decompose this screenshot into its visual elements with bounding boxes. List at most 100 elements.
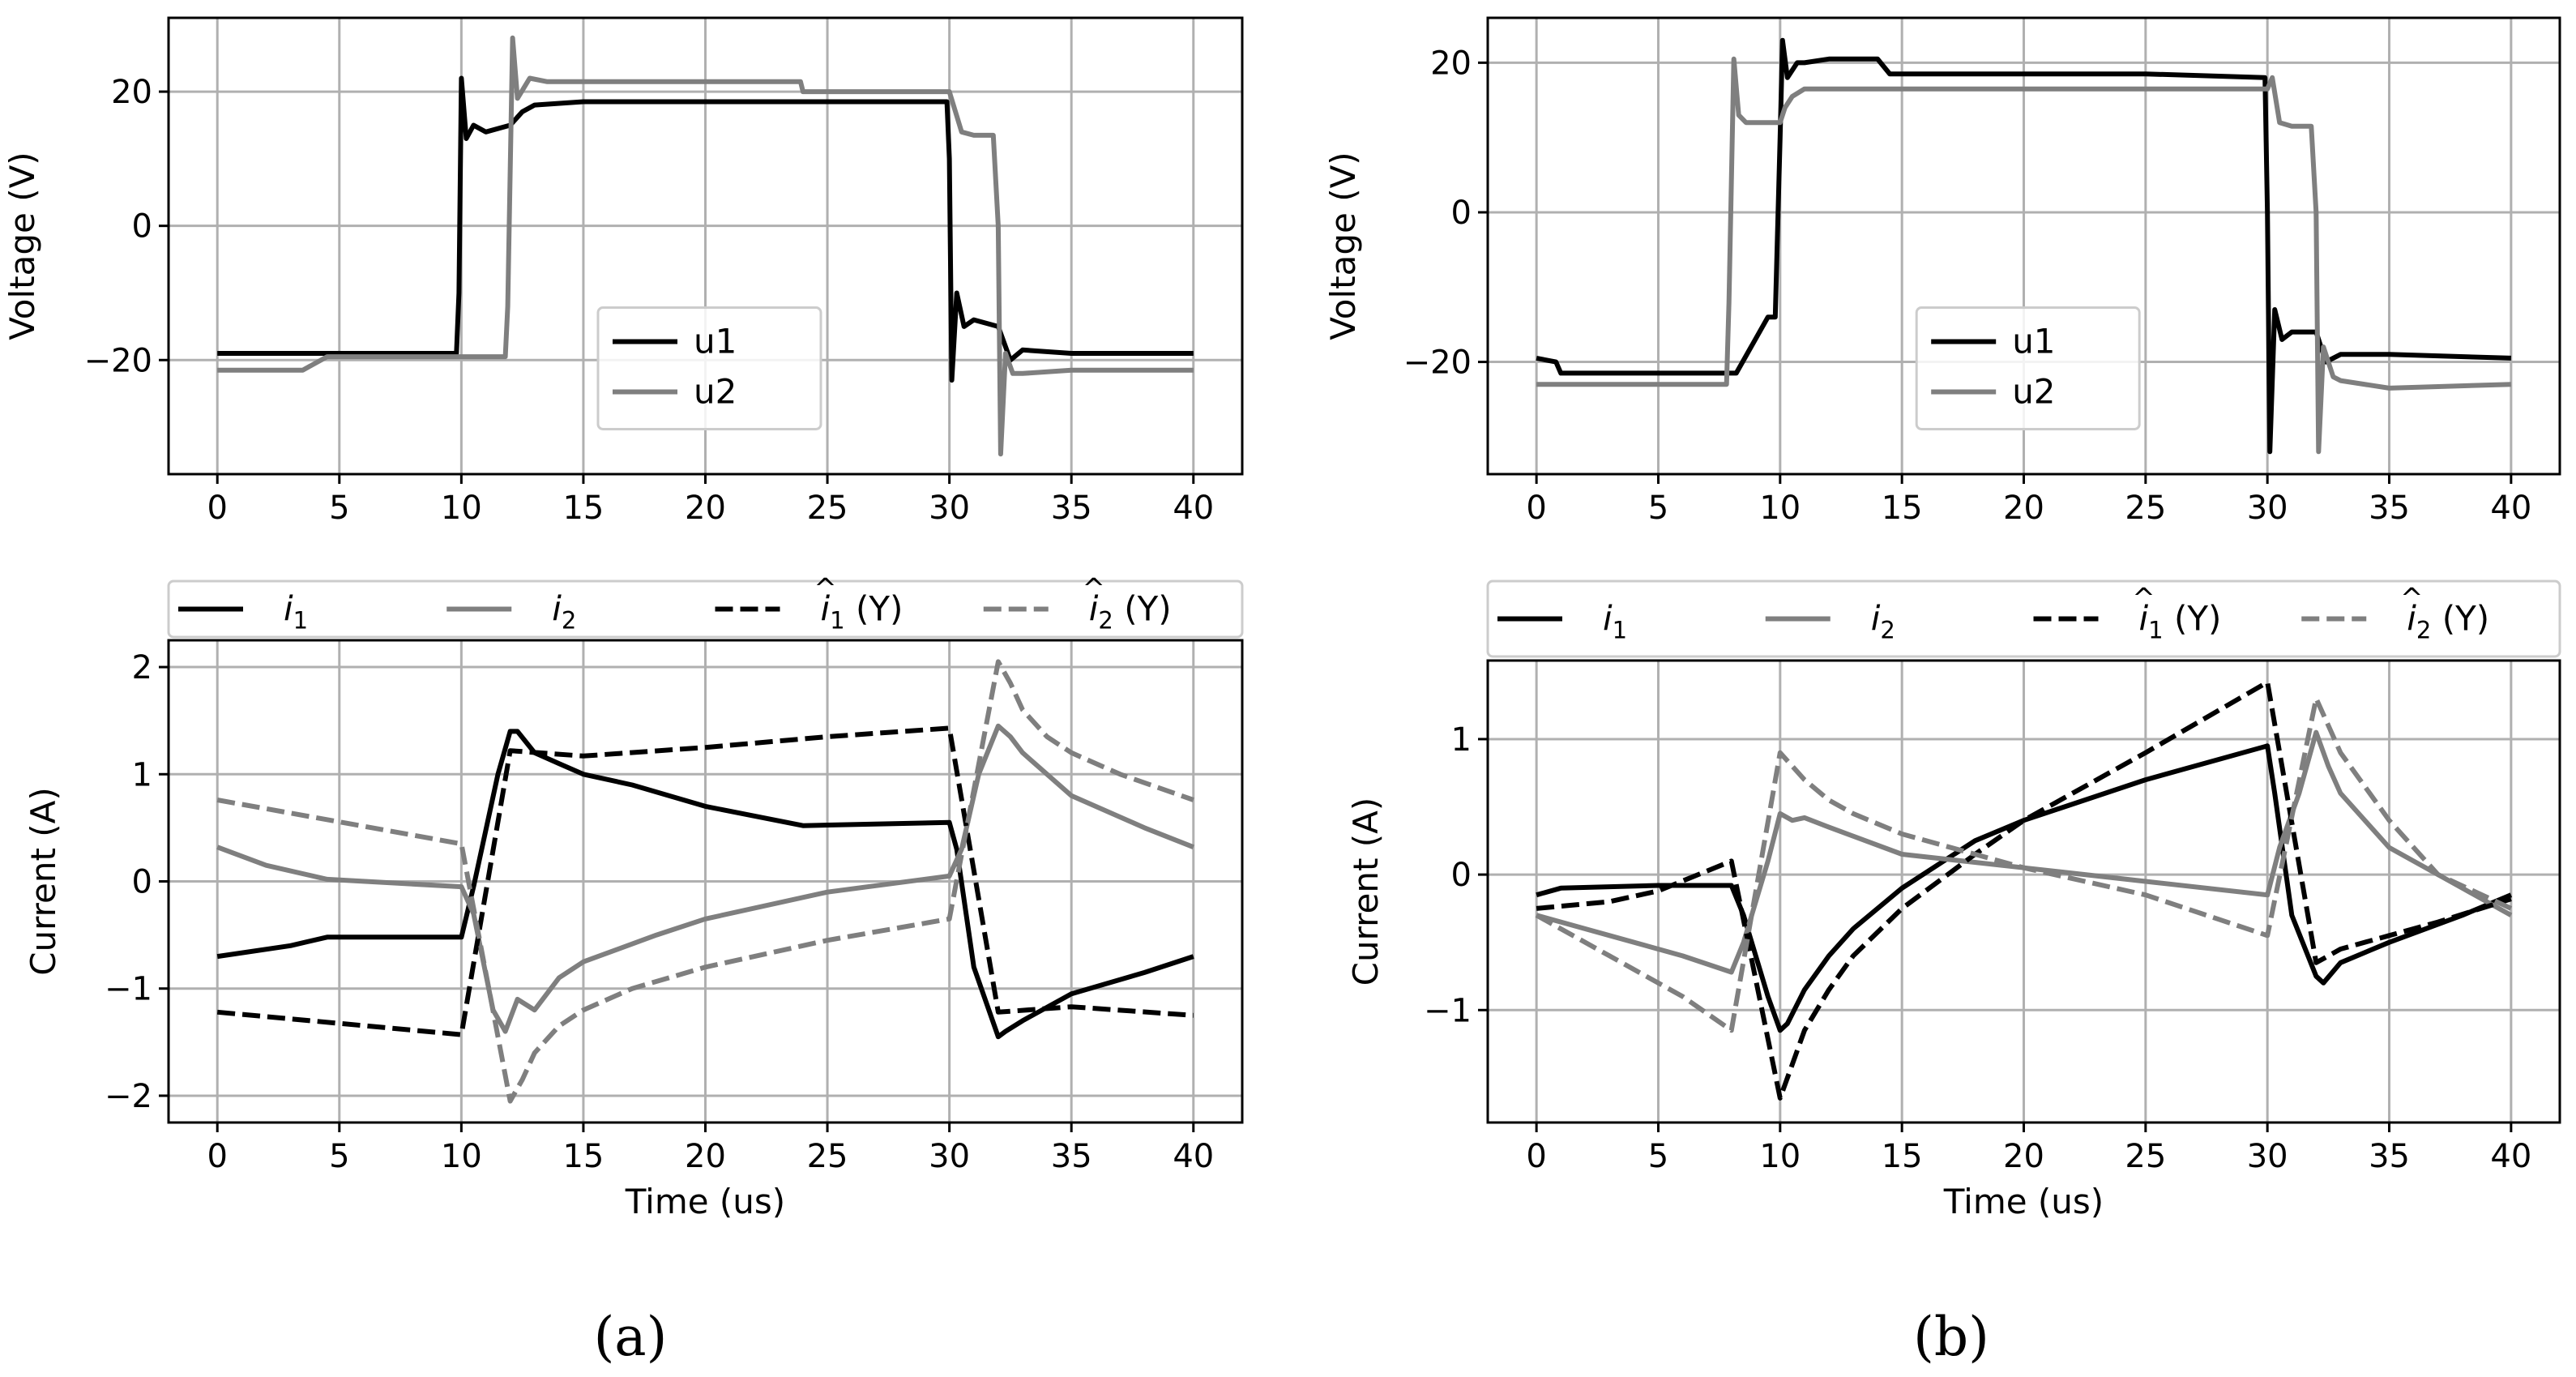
xtick-label-30: 30: [929, 490, 970, 527]
series-a_voltage-u2: [217, 35, 1194, 457]
legend-box: [1915, 306, 2141, 431]
panel-label-a: (a): [594, 1306, 668, 1368]
x-axis-label: Time (us): [1943, 1182, 2104, 1221]
legend-base: i: [552, 589, 562, 629]
legend-sub: 2: [2416, 617, 2431, 644]
legend-label-u2: u2: [694, 372, 737, 412]
legend-hat-i1_hat: ^: [2132, 583, 2155, 615]
series-a_current-i2: [216, 723, 1194, 1034]
xtick-label-25: 25: [2125, 1138, 2166, 1175]
xtick-label-10: 10: [1759, 490, 1801, 527]
legend-hat-i2_hat: ^: [1083, 573, 1106, 605]
y-axis-label: Current (A): [23, 787, 63, 976]
ytick-label-1: 1: [1451, 721, 1472, 759]
legend-sub: 1: [1613, 617, 1627, 644]
xtick-label-5: 5: [1648, 490, 1668, 527]
xtick-label-20: 20: [2003, 1138, 2044, 1175]
legend-suffix: (Y): [845, 589, 904, 629]
xtick-label-15: 15: [562, 490, 604, 527]
legend-label-i1_hat: i1 (Y): [821, 589, 904, 635]
xtick-label-20: 20: [685, 1138, 726, 1175]
chart-a-voltage: 0 5 10 15 20 25 30 35 40 −20 0 20 Voltage (V) u1 u2: [2, 16, 1244, 527]
legend-sub: 1: [2148, 617, 2163, 644]
xtick-label-30: 30: [929, 1138, 970, 1175]
y-axis-label: Voltage (V): [1323, 152, 1363, 340]
chart-a-current: 0 5 10 15 20 25 30 35 40 −2 −1 0 1 2 Time (us) Current …: [23, 573, 1244, 1221]
xtick-label-10: 10: [441, 490, 482, 527]
ytick-label-20: 20: [111, 74, 152, 111]
xtick-label-5: 5: [329, 490, 349, 527]
xtick-label-0: 0: [1526, 1138, 1546, 1175]
xtick-label-0: 0: [207, 1138, 228, 1175]
xtick-label-10: 10: [441, 1138, 482, 1175]
legend-suffix: (Y): [2164, 599, 2222, 639]
xtick-label-20: 20: [2003, 490, 2044, 527]
legend-box: [167, 579, 1244, 639]
xtick-label-25: 25: [2125, 490, 2166, 527]
legend-label-i1: i1: [1603, 599, 1627, 644]
legend-label-i1: i1: [284, 589, 308, 635]
xtick-label-35: 35: [1051, 1138, 1092, 1175]
xtick-label-30: 30: [2247, 490, 2288, 527]
xtick-label-40: 40: [1173, 490, 1214, 527]
legend-sub: 1: [293, 607, 308, 635]
xtick-label-25: 25: [807, 490, 848, 527]
ytick-label-0: 0: [1451, 857, 1472, 894]
legend-label-i1_hat: i1 (Y): [2139, 599, 2222, 644]
legend-label-u1: u1: [2012, 322, 2055, 361]
ytick-label-0: 0: [132, 208, 152, 246]
y-axis-label: Current (A): [1346, 798, 1386, 986]
legend-base: i: [2139, 599, 2149, 639]
legend-sub: 2: [562, 607, 576, 635]
xtick-label-15: 15: [1882, 490, 1923, 527]
x-axis-label: Time (us): [625, 1182, 785, 1221]
legend-label-i2: i2: [1871, 599, 1895, 644]
xtick-label-5: 5: [329, 1138, 349, 1175]
legend-suffix: (Y): [1113, 589, 1172, 629]
ytick-label--20: −20: [84, 342, 152, 379]
legend-box: [1486, 579, 2561, 658]
legend-base: i: [1089, 589, 1099, 629]
series-b_voltage-u2: [1536, 56, 2511, 455]
legend-hat-i1_hat: ^: [814, 573, 837, 605]
legend-label-u1: u1: [694, 322, 737, 361]
series-b_current-i2: [1536, 729, 2513, 975]
legend-sub: 2: [1880, 617, 1895, 644]
ytick-label--1: −1: [105, 971, 152, 1008]
xtick-label-40: 40: [2490, 1138, 2531, 1175]
xtick-label-25: 25: [807, 1138, 848, 1175]
legend-label-i2_hat: i2 (Y): [1089, 589, 1172, 635]
ytick-label-20: 20: [1430, 45, 1472, 82]
ytick-label--1: −1: [1424, 992, 1472, 1029]
legend-label-i2_hat: i2 (Y): [2407, 599, 2489, 644]
legend-base: i: [2407, 599, 2416, 639]
xtick-label-15: 15: [562, 1138, 604, 1175]
series-a_current-i1_hat: [216, 725, 1194, 1037]
xtick-label-40: 40: [2490, 490, 2531, 527]
ytick-label-0: 0: [1451, 195, 1472, 232]
legend-suffix: (Y): [2431, 599, 2489, 639]
xtick-label-10: 10: [1759, 1138, 1801, 1175]
series-b_voltage-u1: [1536, 37, 2511, 455]
legend-base: i: [284, 589, 293, 629]
series-a_current-i2_hat: [216, 659, 1194, 1104]
xtick-label-35: 35: [2369, 490, 2410, 527]
chart-b-current: 0 5 10 15 20 25 30 35 40 −1 0 1 Time (us) Current (A)…: [1346, 579, 2561, 1221]
chart-b-voltage: 0 5 10 15 20 25 30 35 40 −20 0 20 Voltage (V) u1 u2: [1323, 16, 2561, 527]
xtick-label-35: 35: [2369, 1138, 2410, 1175]
series-b_current-i1_hat: [1536, 679, 2512, 1101]
ytick-label--20: −20: [1403, 344, 1472, 382]
xtick-label-0: 0: [207, 490, 228, 527]
legend-base: i: [821, 589, 831, 629]
legend-label-u2: u2: [2012, 372, 2055, 412]
xtick-label-5: 5: [1648, 1138, 1668, 1175]
legend-sub: 2: [1098, 607, 1113, 635]
legend-box: [596, 306, 822, 431]
xtick-label-30: 30: [2247, 1138, 2288, 1175]
y-axis-label: Voltage (V): [2, 152, 42, 340]
panel-label-b: (b): [1913, 1306, 1989, 1368]
ytick-label-1: 1: [132, 756, 152, 793]
ytick-label-2: 2: [132, 649, 152, 686]
legend-base: i: [1603, 599, 1613, 639]
